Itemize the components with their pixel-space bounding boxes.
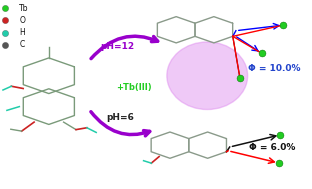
Text: +Tb(III): +Tb(III)	[116, 83, 152, 92]
Text: C: C	[19, 40, 25, 49]
Text: Φ = 10.0%: Φ = 10.0%	[248, 64, 300, 73]
Text: pH=12: pH=12	[100, 42, 134, 51]
Text: Tb: Tb	[19, 4, 29, 13]
Ellipse shape	[167, 42, 248, 109]
Text: Φ = 6.0%: Φ = 6.0%	[249, 143, 296, 153]
Text: pH=6: pH=6	[106, 113, 134, 122]
Text: H: H	[19, 28, 25, 37]
Text: O: O	[19, 16, 25, 25]
